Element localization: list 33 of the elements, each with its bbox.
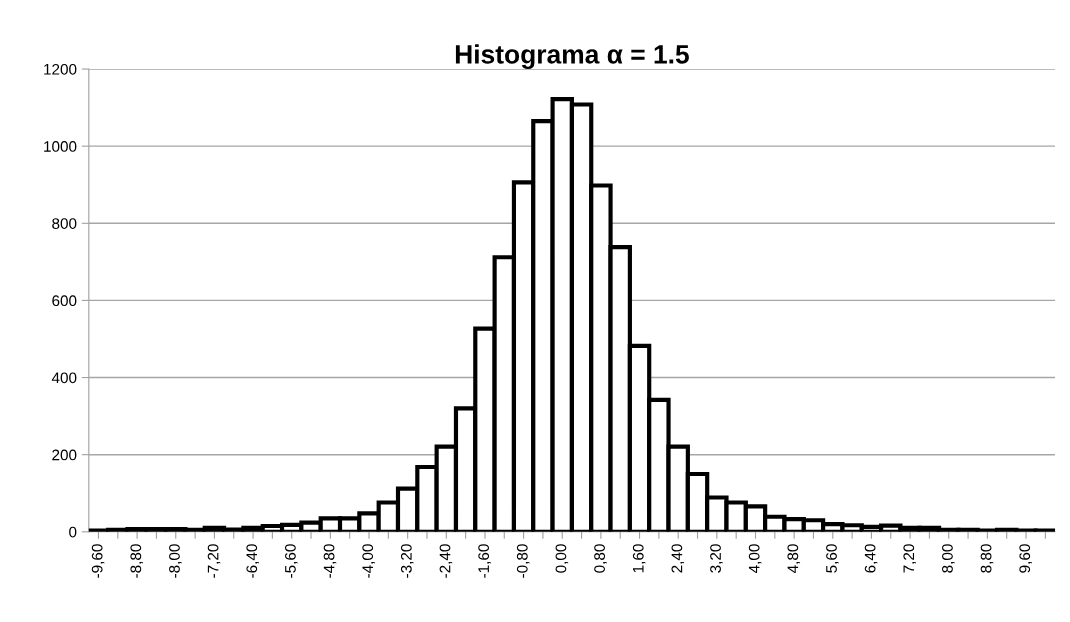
chart-title: Histograma α = 1.5 [455, 44, 689, 70]
x-tick-label: -0,80 [516, 544, 530, 578]
x-tick-label: 4,80 [787, 544, 801, 573]
x-tick-label: -3,20 [400, 544, 414, 578]
y-tick-label: 400 [51, 372, 77, 384]
x-tick-label: 4,00 [748, 544, 762, 573]
x-tick-label: 1,60 [632, 544, 646, 573]
y-tick-label: 600 [52, 295, 77, 307]
x-tick-label: -8,00 [169, 544, 182, 578]
x-tick-label: 9,60 [1019, 544, 1032, 573]
x-tick-label: 7,20 [903, 544, 916, 573]
x-tick-label: -4,80 [323, 544, 337, 578]
x-tick-label: -6,40 [246, 544, 259, 578]
y-tick-label: 0 [69, 526, 77, 538]
y-tick-label: 200 [52, 449, 77, 461]
x-tick-label: -5,60 [285, 544, 298, 578]
y-tick-label: 800 [52, 218, 77, 229]
x-tick-label: 8,80 [980, 544, 994, 573]
x-tick-label: -8,80 [130, 544, 144, 578]
x-tick-label: 2,40 [671, 544, 685, 573]
x-tick-label: -1,60 [478, 544, 491, 578]
x-tick-label: -7,20 [207, 544, 221, 578]
x-tick-label: -4,00 [362, 544, 375, 578]
x-tick-label: -9,60 [91, 544, 105, 578]
x-tick-label: 5,60 [826, 544, 839, 573]
x-tick-label: 0,00 [555, 544, 569, 573]
y-tick-label: 1200 [44, 63, 77, 75]
x-tick-label: -2,40 [439, 544, 453, 578]
x-tick-label: 0,80 [594, 544, 607, 573]
x-tick-label: 3,20 [710, 544, 723, 573]
x-tick-label: 8,00 [942, 544, 955, 573]
y-tick-label: 1000 [44, 141, 77, 152]
x-tick-label: 6,40 [864, 544, 878, 573]
